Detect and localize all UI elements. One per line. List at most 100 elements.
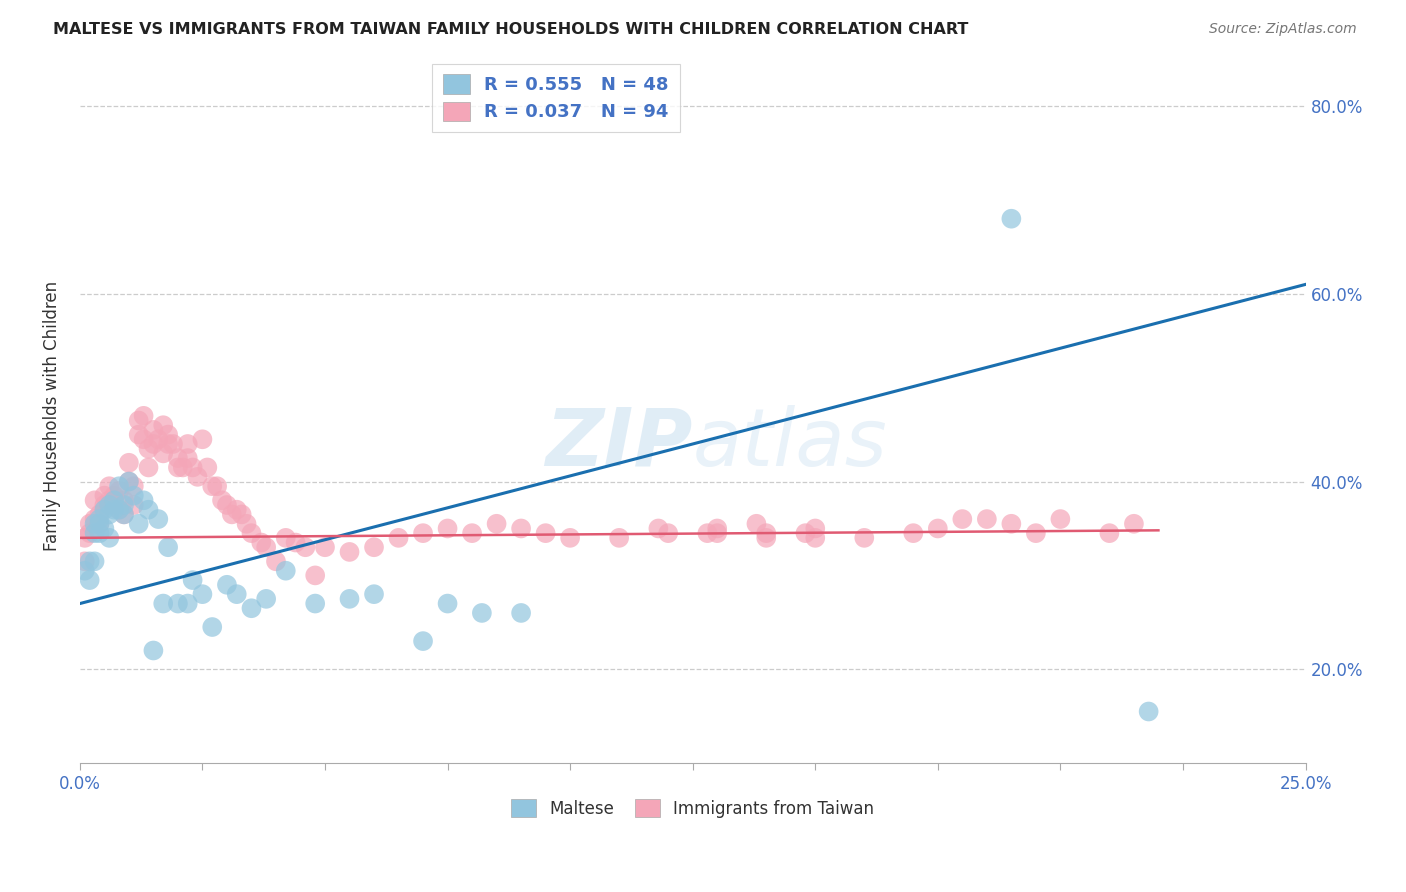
Point — [314, 540, 336, 554]
Point — [79, 526, 101, 541]
Point — [142, 423, 165, 437]
Point — [339, 591, 361, 606]
Point — [304, 597, 326, 611]
Point — [794, 526, 817, 541]
Point — [1000, 516, 1022, 531]
Point — [89, 512, 111, 526]
Point — [240, 601, 263, 615]
Point — [103, 489, 125, 503]
Point — [558, 531, 581, 545]
Point — [181, 573, 204, 587]
Point — [534, 526, 557, 541]
Text: Source: ZipAtlas.com: Source: ZipAtlas.com — [1209, 22, 1357, 37]
Point — [195, 460, 218, 475]
Point — [274, 531, 297, 545]
Point — [112, 493, 135, 508]
Point — [647, 521, 669, 535]
Point — [93, 489, 115, 503]
Point — [240, 526, 263, 541]
Point — [93, 502, 115, 516]
Point — [231, 508, 253, 522]
Point — [167, 460, 190, 475]
Point — [98, 508, 121, 522]
Point — [696, 526, 718, 541]
Point — [177, 597, 200, 611]
Point — [89, 508, 111, 522]
Point — [118, 456, 141, 470]
Point — [461, 526, 484, 541]
Point — [138, 460, 160, 475]
Point — [363, 540, 385, 554]
Point — [93, 498, 115, 512]
Point — [304, 568, 326, 582]
Point — [254, 540, 277, 554]
Point — [264, 554, 287, 568]
Point — [122, 489, 145, 503]
Point — [138, 502, 160, 516]
Point — [976, 512, 998, 526]
Point — [83, 493, 105, 508]
Point — [152, 418, 174, 433]
Point — [657, 526, 679, 541]
Text: MALTESE VS IMMIGRANTS FROM TAIWAN FAMILY HOUSEHOLDS WITH CHILDREN CORRELATION CH: MALTESE VS IMMIGRANTS FROM TAIWAN FAMILY… — [53, 22, 969, 37]
Point — [1025, 526, 1047, 541]
Point — [804, 531, 827, 545]
Point — [221, 508, 243, 522]
Point — [108, 479, 131, 493]
Point — [157, 437, 180, 451]
Point — [98, 531, 121, 545]
Point — [436, 521, 458, 535]
Point — [167, 597, 190, 611]
Point — [274, 564, 297, 578]
Point — [89, 516, 111, 531]
Point — [79, 554, 101, 568]
Point — [118, 475, 141, 489]
Point — [927, 521, 949, 535]
Point — [132, 432, 155, 446]
Point — [804, 521, 827, 535]
Point — [339, 545, 361, 559]
Point — [89, 516, 111, 531]
Point — [148, 512, 170, 526]
Y-axis label: Family Households with Children: Family Households with Children — [44, 281, 60, 551]
Point — [607, 531, 630, 545]
Point — [128, 427, 150, 442]
Point — [98, 493, 121, 508]
Point — [201, 479, 224, 493]
Point — [191, 432, 214, 446]
Point — [157, 427, 180, 442]
Point — [471, 606, 494, 620]
Point — [1137, 705, 1160, 719]
Point — [122, 498, 145, 512]
Point — [387, 531, 409, 545]
Point — [1122, 516, 1144, 531]
Point — [172, 460, 194, 475]
Point — [211, 493, 233, 508]
Point — [73, 564, 96, 578]
Point — [853, 531, 876, 545]
Point — [412, 526, 434, 541]
Point — [89, 526, 111, 541]
Point — [294, 540, 316, 554]
Point — [142, 437, 165, 451]
Point — [128, 516, 150, 531]
Point — [118, 475, 141, 489]
Point — [706, 521, 728, 535]
Point — [108, 502, 131, 516]
Point — [128, 413, 150, 427]
Point — [903, 526, 925, 541]
Point — [225, 502, 247, 516]
Point — [83, 516, 105, 531]
Point — [152, 446, 174, 460]
Point — [181, 460, 204, 475]
Point — [250, 535, 273, 549]
Point — [112, 498, 135, 512]
Point — [79, 573, 101, 587]
Legend: Maltese, Immigrants from Taiwan: Maltese, Immigrants from Taiwan — [505, 792, 880, 824]
Point — [284, 535, 307, 549]
Point — [73, 554, 96, 568]
Point — [103, 493, 125, 508]
Point — [363, 587, 385, 601]
Point — [132, 409, 155, 423]
Point — [122, 479, 145, 493]
